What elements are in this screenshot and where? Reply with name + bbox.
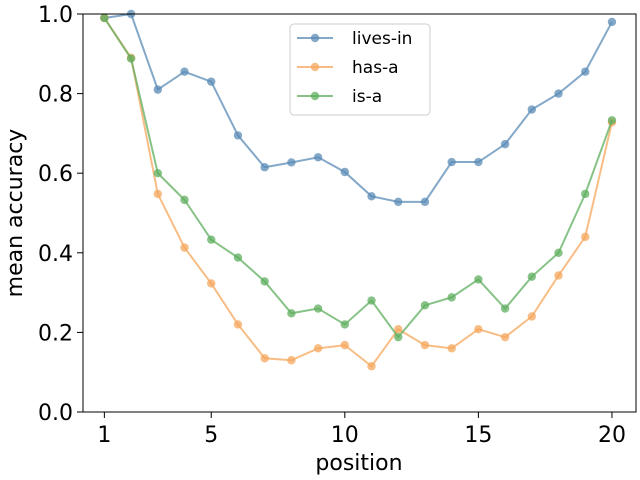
data-point-has-a [367, 362, 376, 371]
data-point-lives-in [554, 89, 563, 98]
data-point-lives-in [474, 157, 483, 167]
data-point-is-a [153, 169, 163, 178]
data-point-lives-in [500, 139, 510, 149]
data-point-is-a [126, 54, 136, 63]
y-tick-label: 1.0 [38, 3, 73, 28]
data-point-has-a [233, 320, 243, 329]
data-point-is-a [260, 277, 269, 286]
data-point-is-a [340, 320, 350, 329]
legend: lives-in has-a is-a [289, 23, 431, 116]
data-point-has-a [554, 271, 563, 280]
data-point-has-a [394, 325, 403, 334]
data-point-lives-in [527, 105, 537, 114]
data-point-lives-in [581, 67, 590, 76]
data-point-lives-in [180, 67, 189, 76]
x-tick-label: 10 [331, 423, 359, 448]
y-tick-label: 0.4 [38, 242, 73, 267]
data-point-is-a [180, 195, 189, 205]
data-point-has-a [527, 312, 537, 321]
y-axis-label: mean accuracy [3, 129, 28, 298]
data-point-has-a [500, 332, 510, 342]
legend-frame [289, 23, 431, 116]
data-point-has-a [180, 243, 189, 252]
legend-swatch-marker [310, 62, 320, 72]
data-point-has-a [474, 325, 483, 334]
data-point-is-a [100, 13, 109, 23]
data-point-is-a [394, 332, 403, 342]
data-point-lives-in [233, 131, 243, 140]
series-lives-in [100, 9, 617, 207]
plot-frame [82, 13, 637, 413]
data-point-is-a [233, 253, 243, 262]
data-point-lives-in [420, 197, 430, 207]
data-point-lives-in [287, 158, 296, 167]
x-tick-label: 15 [464, 423, 492, 448]
y-tick-label: 0.2 [38, 321, 73, 346]
data-point-has-a [420, 340, 430, 350]
series-is-a [100, 13, 617, 342]
data-point-lives-in [447, 157, 456, 167]
data-point-lives-in [340, 167, 350, 177]
data-point-has-a [340, 340, 350, 350]
series-line-has-a [103, 17, 613, 368]
legend-entry-is-a: is-a [297, 87, 382, 107]
data-point-lives-in [367, 192, 376, 201]
series-line-is-a [103, 17, 613, 339]
y-tick-label: 0.0 [38, 401, 73, 426]
data-point-is-a [607, 116, 617, 125]
data-point-is-a [313, 304, 323, 313]
legend-label: lives-in [352, 29, 412, 49]
y-tick-label: 0.8 [38, 83, 73, 108]
data-point-lives-in [260, 163, 269, 172]
data-point-has-a [153, 189, 163, 199]
data-point-has-a [287, 356, 296, 365]
data-point-is-a [367, 296, 376, 305]
legend-swatch-marker [310, 33, 320, 43]
data-point-has-a [581, 232, 590, 242]
y-tick-label: 0.6 [38, 162, 73, 187]
legend-entry-lives-in: lives-in [297, 29, 412, 49]
data-point-has-a [313, 344, 323, 353]
x-tick-label: 1 [97, 423, 111, 448]
series-layer [100, 9, 617, 371]
data-point-lives-in [207, 77, 216, 86]
legend-entry-has-a: has-a [297, 58, 399, 78]
data-point-lives-in [153, 85, 163, 94]
data-point-is-a [500, 304, 510, 313]
data-point-lives-in [394, 197, 403, 207]
x-tick-label: 5 [204, 423, 218, 448]
y-axis-ticks: 0.0 0.2 0.4 0.6 0.8 1.0 [38, 3, 83, 426]
x-tick-label: 20 [598, 423, 626, 448]
x-axis-label: position [315, 451, 402, 476]
data-point-has-a [260, 354, 269, 363]
data-point-is-a [447, 293, 456, 302]
x-axis-ticks: 1 5 10 15 20 [97, 412, 626, 448]
legend-label: is-a [352, 87, 382, 107]
data-point-is-a [554, 248, 563, 257]
data-point-is-a [207, 235, 216, 244]
data-point-is-a [287, 309, 296, 318]
series-line-lives-in [104, 12, 613, 203]
data-point-is-a [527, 272, 537, 281]
data-point-is-a [474, 275, 483, 284]
legend-swatch-marker [310, 91, 320, 101]
data-point-has-a [207, 279, 216, 288]
data-point-lives-in [313, 153, 323, 162]
legend-entries: lives-in has-a is-a [297, 29, 412, 107]
data-point-has-a [447, 344, 456, 353]
data-point-lives-in [607, 17, 617, 27]
data-point-is-a [581, 189, 590, 199]
data-point-is-a [420, 301, 430, 310]
legend-label: has-a [352, 58, 399, 78]
